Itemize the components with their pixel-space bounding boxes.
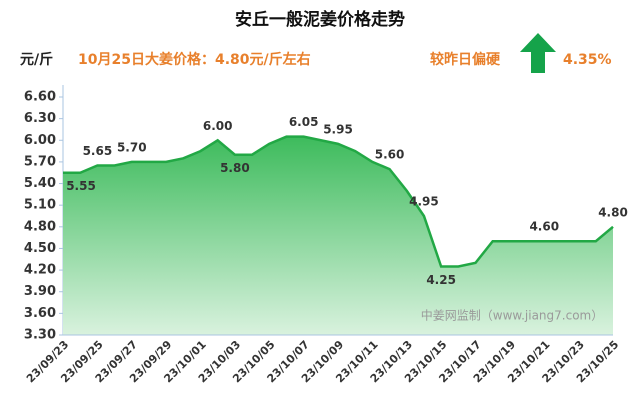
value-label: 4.60 [529, 220, 559, 234]
line [63, 135, 614, 268]
y-tick-label: 3.90 [24, 284, 56, 299]
value-label: 5.65 [83, 144, 113, 158]
chart-title: 安丘一般泥姜价格走势 [235, 9, 405, 30]
area [63, 136, 613, 335]
unit: 元/斤 [20, 51, 53, 68]
y-tick-label: 5.10 [24, 198, 56, 213]
up-arrow [520, 33, 556, 73]
value-label: 4.25 [426, 273, 456, 287]
value-label: 4.95 [409, 195, 439, 209]
value-label: 6.00 [203, 119, 233, 133]
y-tick-label: 3.60 [24, 306, 56, 321]
y-tick-label: 6.60 [24, 90, 56, 105]
y-tick-label: 6.00 [24, 133, 56, 148]
watermark: 中姜网监制（www.jiang7.com） [421, 308, 603, 323]
value-label: 5.95 [323, 122, 353, 136]
value-label: 4.80 [598, 205, 628, 219]
y-tick-label: 5.40 [24, 176, 56, 191]
value-label: 5.60 [375, 148, 405, 162]
y-tick-label: 6.30 [24, 111, 56, 126]
y-tick-label: 4.50 [24, 241, 56, 256]
y-tick-label: 4.20 [24, 263, 56, 278]
value-label: 5.70 [117, 140, 147, 154]
value-label: 6.05 [289, 115, 319, 129]
y-tick-label: 3.30 [24, 328, 56, 343]
y-tick-label: 4.80 [24, 219, 56, 234]
y-tick-label: 5.70 [24, 154, 56, 169]
headline: 10月25日大姜价格：4.80元/斤左右 [78, 51, 311, 68]
change: 4.35% [563, 52, 612, 68]
trend-text: 较昨日偏硬 [430, 51, 501, 68]
value-label: 5.80 [220, 161, 250, 175]
value-label: 5.55 [66, 179, 96, 193]
